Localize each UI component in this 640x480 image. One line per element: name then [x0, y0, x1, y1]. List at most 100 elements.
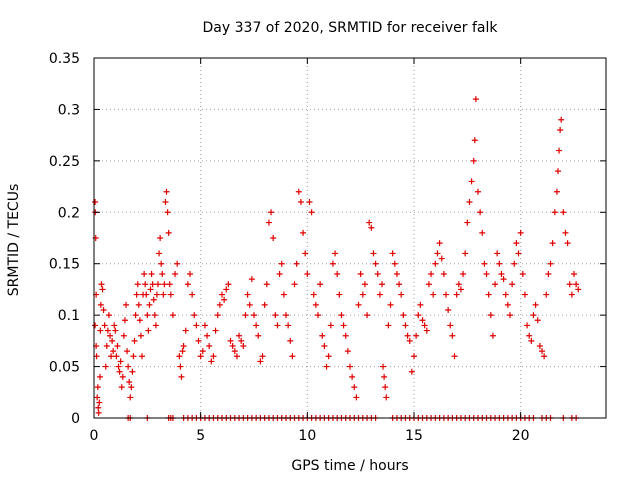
- data-point: [466, 199, 473, 205]
- data-point: [500, 276, 507, 283]
- data-point: [94, 384, 101, 391]
- axis-ticks: 0 5 10 15 20 0 0.05 0.1 0.15 0.2 0.25 0.3 0.35: [49, 51, 606, 444]
- data-point: [336, 291, 343, 298]
- data-point: [430, 291, 437, 298]
- data-point: [135, 301, 142, 308]
- data-point: [513, 240, 520, 247]
- data-point: [317, 281, 324, 288]
- data-point: [573, 281, 580, 288]
- data-point: [300, 229, 307, 236]
- data-point: [219, 291, 225, 298]
- data-point: [556, 147, 563, 154]
- data-point: [176, 353, 183, 360]
- data-point: [477, 209, 484, 216]
- data-point: [511, 260, 518, 267]
- data-point: [274, 322, 281, 329]
- data-point: [98, 281, 105, 288]
- data-point: [95, 409, 102, 416]
- data-point: [471, 137, 478, 144]
- data-point: [566, 281, 573, 288]
- data-point: [96, 399, 103, 406]
- data-point: [127, 394, 134, 401]
- data-point: [227, 337, 234, 344]
- data-point: [120, 332, 127, 339]
- data-point: [206, 343, 213, 349]
- data-point: [92, 199, 99, 205]
- data-point: [242, 312, 249, 319]
- data-point: [302, 250, 309, 257]
- data-point: [502, 291, 509, 298]
- data-point: [304, 271, 311, 277]
- data-point: [575, 286, 582, 293]
- data-point: [118, 384, 125, 391]
- data-point: [325, 353, 332, 360]
- data-point: [553, 188, 560, 195]
- data-point: [144, 312, 151, 319]
- data-point: [391, 260, 398, 267]
- data-point: [494, 250, 501, 257]
- data-point: [555, 168, 561, 175]
- data-point: [408, 368, 415, 375]
- data-point: [355, 301, 362, 308]
- data-point: [487, 312, 494, 319]
- data-point: [344, 348, 351, 355]
- data-point: [449, 332, 456, 339]
- data-point: [199, 348, 206, 355]
- data-point: [308, 209, 315, 216]
- data-point: [349, 373, 356, 380]
- data-point: [323, 363, 330, 370]
- data-point: [342, 332, 349, 339]
- data-point: [130, 353, 137, 360]
- data-point: [423, 327, 430, 334]
- data-point: [133, 291, 140, 298]
- data-point: [174, 260, 181, 267]
- data-point: [385, 322, 392, 329]
- data-point: [507, 312, 513, 319]
- data-point: [455, 281, 462, 288]
- data-point: [101, 322, 108, 329]
- data-point: [496, 260, 503, 267]
- data-point: [368, 224, 375, 231]
- data-point: [149, 281, 156, 288]
- data-point: [179, 348, 186, 355]
- data-point: [159, 271, 166, 277]
- data-point: [393, 271, 400, 277]
- data-point: [557, 127, 564, 133]
- data-point: [443, 291, 449, 298]
- data-point: [468, 178, 475, 185]
- data-point: [315, 312, 321, 319]
- data-points: [92, 96, 582, 421]
- data-point: [374, 271, 381, 277]
- data-point: [167, 291, 174, 298]
- data-point: [425, 281, 432, 288]
- data-point: [253, 322, 260, 329]
- data-point: [560, 209, 567, 216]
- y-axis-label: SRMTID / TECUs: [6, 184, 22, 297]
- data-point: [246, 301, 253, 308]
- data-point: [291, 281, 298, 288]
- data-point: [415, 312, 422, 319]
- data-point: [558, 116, 565, 123]
- data-point: [182, 327, 189, 334]
- data-point: [108, 353, 115, 360]
- data-point: [485, 291, 492, 298]
- data-point: [139, 353, 145, 360]
- data-point: [147, 286, 154, 293]
- data-point: [383, 394, 390, 401]
- data-point: [564, 240, 571, 247]
- data-point: [263, 281, 270, 288]
- data-point: [110, 348, 117, 355]
- data-point: [457, 286, 464, 293]
- data-point: [492, 281, 499, 288]
- data-point: [148, 271, 155, 277]
- data-point: [152, 322, 159, 329]
- data-point: [231, 348, 238, 355]
- data-point: [498, 271, 505, 277]
- data-point: [92, 322, 99, 329]
- x-tick-label: 5: [196, 428, 205, 444]
- data-point: [156, 250, 163, 257]
- data-point: [155, 281, 161, 288]
- data-point: [103, 343, 110, 349]
- data-point: [389, 250, 396, 257]
